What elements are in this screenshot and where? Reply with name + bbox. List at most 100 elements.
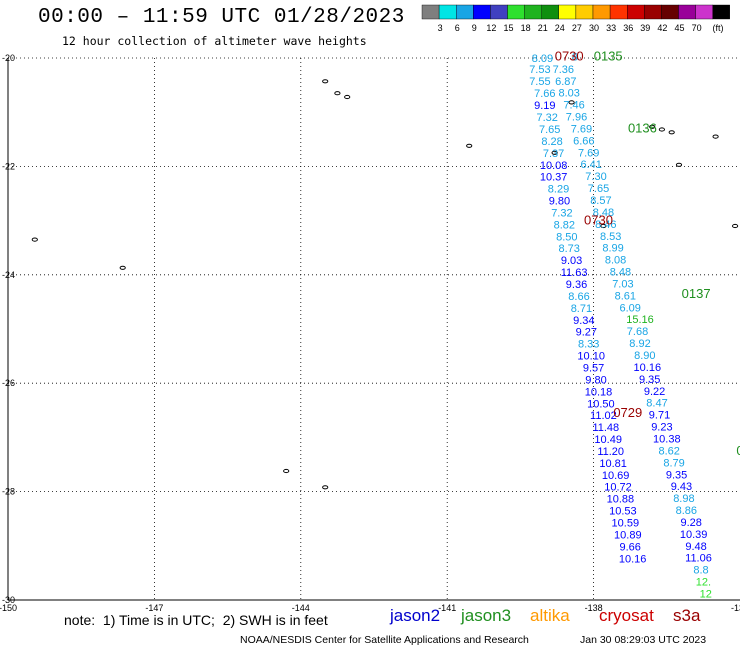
colorbar-label: 3 [438, 23, 443, 33]
swh-value: 10.50 [587, 398, 615, 410]
swh-value: 9.80 [585, 374, 606, 386]
swh-value: 10.38 [653, 434, 681, 446]
pass-time-label: 0136 [628, 121, 657, 136]
swh-value: 7.65 [588, 183, 609, 195]
swh-value: 10.39 [680, 529, 708, 541]
swh-value: 10.72 [604, 482, 632, 494]
swh-value: 11.20 [597, 446, 624, 458]
swh-value: 8.71 [571, 303, 592, 315]
swh-value: 6.09 [619, 302, 640, 314]
swh-value: 7.66 [534, 88, 555, 100]
colorbar-label: 18 [521, 23, 531, 33]
swh-value: 8.92 [629, 338, 650, 350]
swh-value: 8.57 [590, 195, 611, 207]
swh-value: 10.18 [585, 386, 613, 398]
swh-value: 7.36 [553, 64, 574, 76]
swh-value: 10.69 [602, 470, 630, 482]
swh-value: 9.23 [651, 422, 672, 434]
swh-value: 12 [700, 589, 712, 601]
y-tick-label: -26 [2, 378, 15, 388]
swh-value: 8.66 [568, 291, 589, 303]
swh-value: 9.48 [685, 541, 706, 553]
y-tick-label: -22 [2, 161, 15, 171]
swh-value: 8.48 [593, 207, 614, 219]
x-tick-label: -135 [731, 603, 740, 613]
y-tick-label: -28 [2, 487, 15, 497]
colorbar-label: 6 [455, 23, 460, 33]
island-outline [322, 79, 329, 84]
colorbar-label: 24 [555, 23, 565, 33]
island-outline [732, 223, 739, 229]
swh-value: 9.19 [534, 100, 555, 112]
swh-value: 8.33 [578, 339, 599, 351]
island-outline [712, 134, 719, 139]
x-tick-label: -150 [0, 603, 17, 613]
swh-value: 8.99 [602, 243, 623, 255]
swh-value: 11.63 [561, 267, 588, 279]
colorbar-label: 70 [692, 23, 702, 33]
colorbar-label: 45 [674, 23, 684, 33]
swh-value: 6.66 [573, 135, 594, 147]
swh-value: 10.49 [594, 434, 622, 446]
pass-time-label: 0730 [555, 48, 584, 63]
swh-value: 8.86 [676, 505, 697, 517]
swh-value: 7.30 [585, 171, 606, 183]
swh-value: 9.27 [576, 327, 597, 339]
legend-jason2: jason2 [390, 606, 441, 625]
swh-value: 6.87 [555, 76, 576, 88]
island-outline [334, 91, 341, 96]
pass-time-label: 0137 [682, 286, 711, 301]
swh-value: 10.81 [599, 458, 627, 470]
legend-cryosat: cryosat [599, 606, 654, 625]
swh-value: 8 [572, 51, 578, 63]
x-tick-label: -144 [292, 603, 310, 613]
page-subtitle: 12 hour collection of altimeter wave hei… [62, 34, 367, 48]
x-tick-label: -138 [585, 603, 603, 613]
colorbar-label: 15 [503, 23, 513, 33]
note-text: note: 1) Time is in UTC; 2) SWH is in fe… [64, 612, 328, 628]
colorbar-label: 36 [623, 23, 633, 33]
swh-value: 8.82 [554, 219, 575, 231]
swh-value: 9.34 [573, 315, 594, 327]
y-tick-label: -20 [2, 53, 15, 63]
island-outline [119, 265, 126, 270]
swh-value: 7.69 [571, 124, 592, 136]
island-outline [31, 237, 38, 242]
swh-value: 8.73 [558, 243, 579, 255]
swh-value: 12. [696, 577, 711, 589]
swh-value: 8.03 [558, 88, 579, 100]
swh-value: 15.16 [626, 314, 654, 326]
swh-value: 9.43 [671, 481, 692, 493]
swh-value: 10.89 [614, 529, 642, 541]
swh-value: 7.03 [612, 279, 633, 291]
swh-value: 6.41 [580, 159, 601, 171]
swh-value: 9.66 [619, 541, 640, 553]
island-outline [283, 468, 290, 474]
island-outline [551, 150, 558, 155]
swh-value: 8.79 [663, 457, 684, 469]
swh-value: 8.50 [556, 231, 577, 243]
swh-value: 8.48 [610, 267, 631, 279]
swh-value: 10.37 [540, 172, 568, 184]
swh-value: 8.46 [595, 219, 616, 231]
swh-value: 10.10 [577, 351, 605, 363]
swh-value: 8.53 [600, 231, 621, 243]
footer-timestamp: Jan 30 08:29:03 UTC 2023 [580, 634, 707, 646]
swh-value: 8.90 [634, 350, 655, 362]
footer-credit: NOAA/NESDIS Center for Satellite Applica… [240, 634, 529, 646]
colorbar-label: 30 [589, 23, 599, 33]
swh-value: 10.16 [619, 553, 647, 565]
island-outline [568, 100, 575, 105]
pass-time-label: 0 [736, 443, 740, 458]
island-outline [600, 223, 607, 229]
x-tick-label: -141 [438, 603, 456, 613]
swh-value: 10.08 [540, 160, 568, 172]
colorbar-unit: (ft) [713, 23, 724, 33]
swh-value: 9.71 [649, 410, 670, 422]
swh-value: 8.47 [646, 398, 667, 410]
swh-value: 10.59 [612, 518, 640, 530]
y-tick-label: -30 [2, 595, 15, 605]
island-outline [649, 124, 656, 129]
island-outline [675, 162, 683, 167]
